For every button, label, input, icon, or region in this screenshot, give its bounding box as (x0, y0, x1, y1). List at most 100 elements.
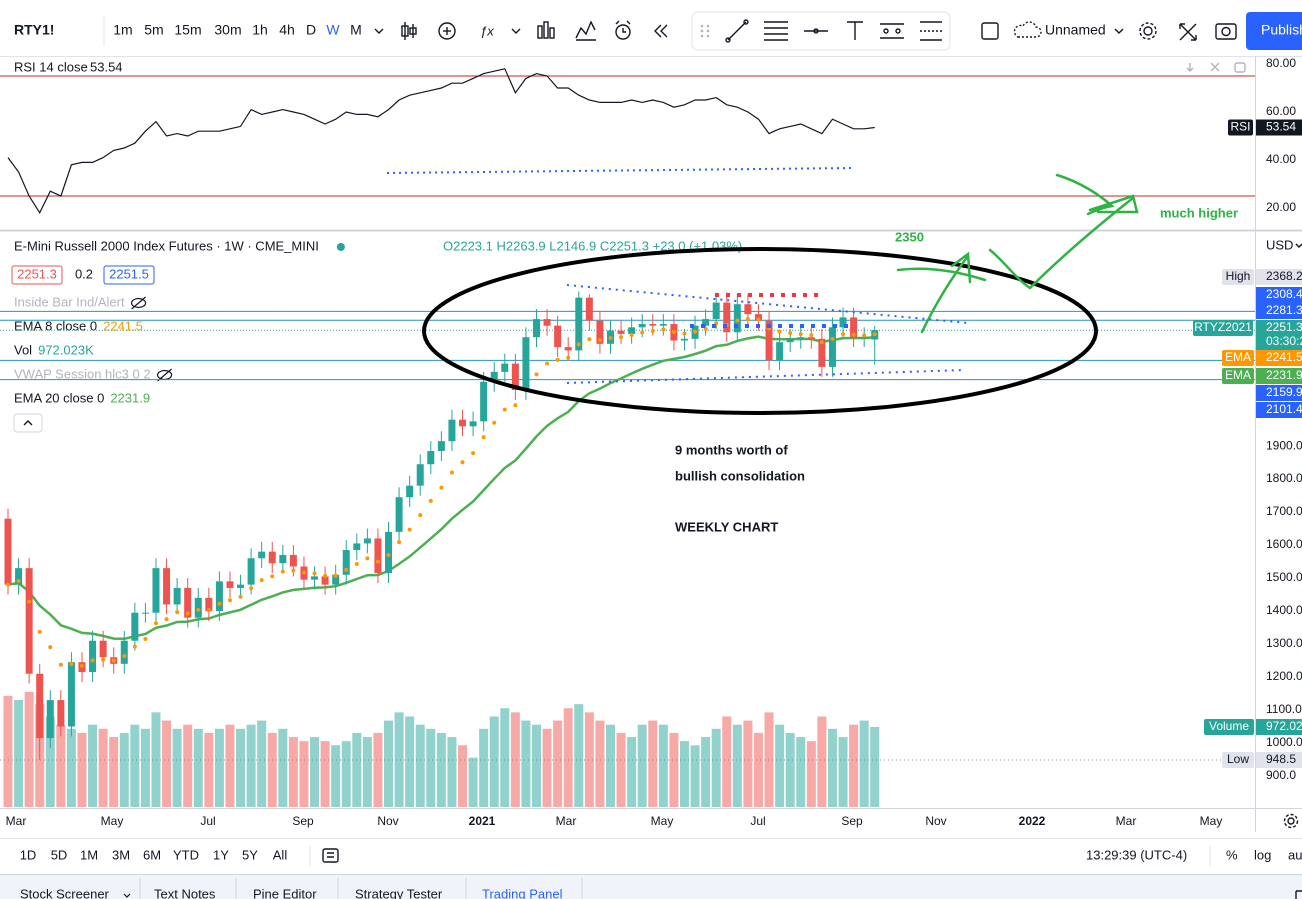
volume-bar (278, 728, 288, 807)
ema-8-dot (397, 540, 402, 545)
text-tool[interactable] (847, 21, 863, 40)
range-button[interactable]: 5D (51, 847, 68, 862)
chart-properties-icon[interactable] (575, 20, 596, 41)
indicator-name[interactable]: VWAP Session hlc3 0 2 (14, 366, 151, 381)
price-tag-value: 2241.5 (1266, 350, 1302, 364)
volume-bar (532, 724, 541, 807)
time-tick-label: Nov (925, 814, 946, 828)
interval-button[interactable]: D (306, 22, 316, 38)
compare-icon[interactable] (438, 22, 456, 40)
cloud-icon[interactable] (1013, 21, 1042, 38)
buy-price[interactable]: 2251.5 (109, 266, 149, 281)
rsi-tag-label: RSI (1230, 120, 1250, 134)
candle-body (385, 531, 393, 574)
sell-price[interactable]: 2251.3 (17, 266, 57, 281)
candle-body (205, 597, 213, 612)
layout-icon[interactable] (981, 22, 999, 40)
tab-dropdown[interactable] (123, 893, 131, 898)
interval-button[interactable]: W (326, 22, 340, 38)
collapse-icon[interactable] (23, 420, 33, 426)
panel-tab[interactable]: Trading Panel (482, 886, 563, 899)
interval-button[interactable]: 1m (113, 22, 132, 38)
buy-box[interactable] (103, 265, 155, 285)
ema-8-dot (449, 470, 454, 475)
rsi-tick-label: 60.00 (1266, 104, 1296, 118)
goto-date-icon[interactable] (322, 848, 339, 863)
panel-tab[interactable]: Stock Screener (20, 886, 110, 899)
indicator-name[interactable]: Inside Bar Ind/Alert (14, 294, 125, 309)
currency[interactable]: USD (1266, 237, 1293, 252)
scale-button[interactable]: % (1226, 847, 1238, 862)
volume-bar (45, 716, 55, 807)
prediction-tool[interactable] (920, 21, 942, 41)
range-button[interactable]: 5Y (242, 847, 258, 862)
settings-icon[interactable] (1139, 22, 1157, 40)
range-button[interactable]: 1Y (213, 847, 229, 862)
ema-8-dot (788, 331, 793, 336)
range-button[interactable]: All (273, 847, 288, 862)
indicator-name[interactable]: EMA 8 close 0 (14, 318, 97, 333)
scale-button[interactable]: auto (1288, 847, 1302, 862)
interval-button[interactable]: 15m (174, 22, 201, 38)
panel-maximize[interactable] (1295, 890, 1302, 899)
indicators-dropdown[interactable] (511, 28, 521, 34)
indicator-name[interactable]: EMA 20 close 0 (14, 390, 104, 405)
range-button[interactable]: 6M (143, 847, 161, 862)
spread: 0.2 (75, 266, 93, 281)
interval-button[interactable]: 1h (252, 22, 268, 38)
collapse-legend[interactable] (13, 413, 43, 433)
range-button[interactable]: 1D (20, 847, 37, 862)
pane-controls[interactable] (1186, 62, 1246, 73)
candle-type-icon[interactable] (401, 22, 417, 40)
price-tick-label: 1100.0 (1266, 702, 1302, 716)
ema-8-dot (492, 420, 497, 425)
alert-icon[interactable] (615, 20, 631, 40)
candle-body (723, 302, 731, 333)
volume-bar (310, 737, 320, 807)
volume-bar (616, 732, 626, 807)
snapshot-icon[interactable] (1215, 23, 1237, 40)
axis-settings[interactable] (1283, 813, 1299, 829)
hidden-eye-strike[interactable] (157, 368, 172, 382)
candle-body (480, 381, 488, 422)
indicator-name[interactable]: Vol (14, 342, 32, 357)
volume-bar (785, 732, 795, 807)
publish-button-bg[interactable] (1246, 12, 1302, 50)
scale-button[interactable]: log (1254, 847, 1271, 862)
sell-box[interactable] (11, 265, 63, 285)
range-button[interactable]: YTD (173, 847, 199, 862)
hidden-eye[interactable] (130, 297, 147, 309)
templates-icon[interactable] (537, 21, 555, 39)
panel-tab[interactable]: Pine Editor (253, 886, 317, 899)
price-tag-bg (1256, 368, 1302, 384)
ema-8-dot (809, 333, 814, 338)
layout-dropdown[interactable] (1114, 28, 1124, 34)
panel-tab[interactable]: Strategy Tester (355, 886, 443, 899)
interval-button[interactable]: 4h (279, 22, 295, 38)
range-button[interactable]: 3M (112, 847, 130, 862)
currency-dropdown[interactable] (1295, 243, 1302, 248)
hidden-eye-strike[interactable] (131, 296, 146, 310)
ema-8-dot (576, 342, 581, 347)
replay-icon[interactable] (654, 24, 668, 38)
horizontal-line-tool[interactable] (804, 28, 828, 34)
interval-button[interactable]: M (350, 22, 362, 38)
candle-body (617, 330, 625, 334)
trend-line-tool[interactable] (725, 19, 749, 43)
interval-dropdown[interactable] (374, 28, 384, 34)
interval-button[interactable]: 5m (144, 22, 163, 38)
layout-name[interactable]: Unnamed (1045, 22, 1106, 38)
panel-tab[interactable]: Text Notes (154, 886, 216, 899)
clock[interactable]: 13:29:39 (UTC-4) (1086, 847, 1187, 862)
ema-8-dot (671, 329, 676, 334)
pattern-tool[interactable] (880, 23, 904, 39)
fib-tool[interactable] (764, 21, 788, 41)
range-button[interactable]: 1M (80, 847, 98, 862)
drag-handle[interactable] (700, 24, 710, 38)
candle-body (226, 581, 234, 588)
fullscreen-icon[interactable] (1179, 23, 1197, 41)
symbol[interactable]: RTY1! (14, 22, 54, 38)
publish-button[interactable]: Publish (1261, 22, 1302, 38)
indicators-icon[interactable]: ƒx (480, 23, 494, 38)
interval-button[interactable]: 30m (214, 22, 241, 38)
